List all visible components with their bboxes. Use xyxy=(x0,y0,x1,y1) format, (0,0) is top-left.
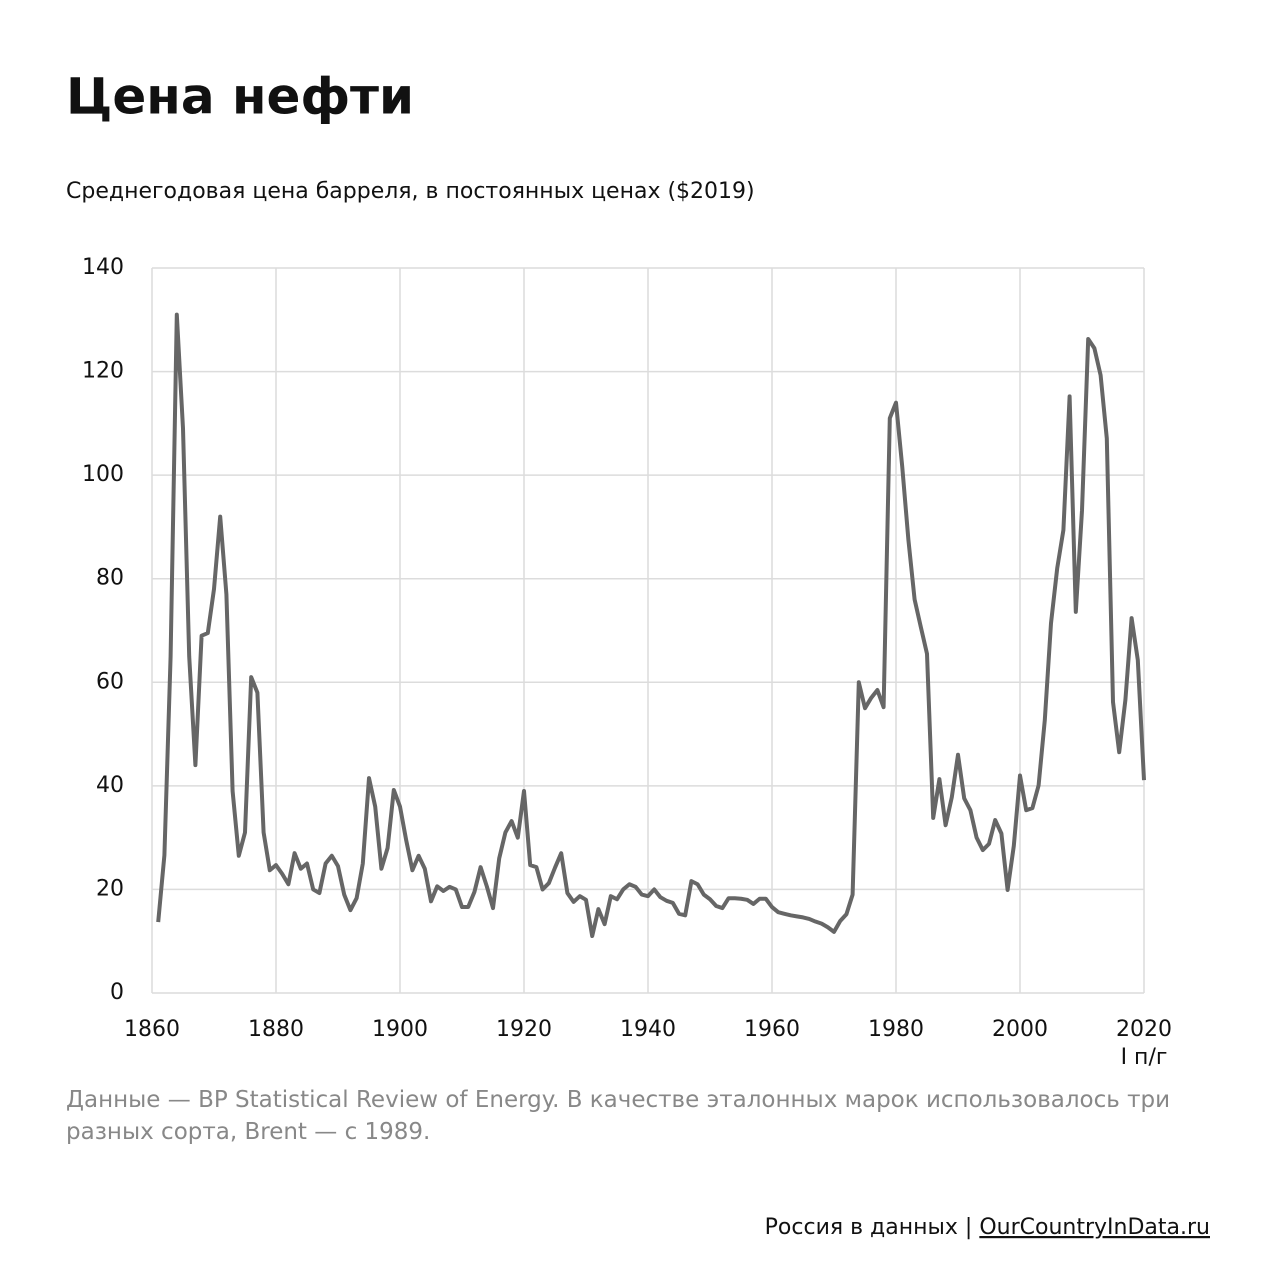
x-tick-label: 1900 xyxy=(372,1017,428,1042)
x-tick-label: 2000 xyxy=(992,1017,1048,1042)
footer-separator: | xyxy=(965,1215,972,1240)
footer-site[interactable]: OurCountryInData.ru xyxy=(979,1215,1210,1240)
y-tick-label: 0 xyxy=(110,980,124,1005)
chart-title: Цена нефти xyxy=(66,68,414,126)
x-tick-label: 1940 xyxy=(620,1017,676,1042)
y-tick-label: 120 xyxy=(82,359,124,384)
source-note: Данные — BP Statistical Review of Energy… xyxy=(66,1087,1171,1145)
y-tick-label: 20 xyxy=(96,876,124,901)
x-tick-label: 2020 xyxy=(1116,1017,1172,1042)
note-box: Данные — BP Statistical Review of Energy… xyxy=(66,1087,1171,1145)
chart-subtitle: Среднегодовая цена барреля, в постоянных… xyxy=(66,179,755,204)
data-line xyxy=(156,312,1146,939)
x-tick-label: 1880 xyxy=(248,1017,304,1042)
plot-area: 0 20 40 60 80 100 120 140 1860 1880 1900 1920 1940 19… xyxy=(82,255,1172,1042)
y-tick-label: 40 xyxy=(96,773,124,798)
x-tick-label: 1860 xyxy=(124,1017,180,1042)
x-tick-label: 1920 xyxy=(496,1017,552,1042)
y-tick-label: 80 xyxy=(96,566,124,591)
y-tick-label: 60 xyxy=(96,669,124,694)
x-tick-label: 1980 xyxy=(868,1017,924,1042)
y-tick-label: 140 xyxy=(82,255,124,280)
y-tick-label: 100 xyxy=(82,462,124,487)
footer: Россия в данных | OurCountryInData.ru xyxy=(765,1215,1210,1240)
x-tick-label: 1960 xyxy=(744,1017,800,1042)
footer-brand: Россия в данных xyxy=(765,1215,958,1240)
annotation: I п/г xyxy=(1121,1045,1168,1070)
